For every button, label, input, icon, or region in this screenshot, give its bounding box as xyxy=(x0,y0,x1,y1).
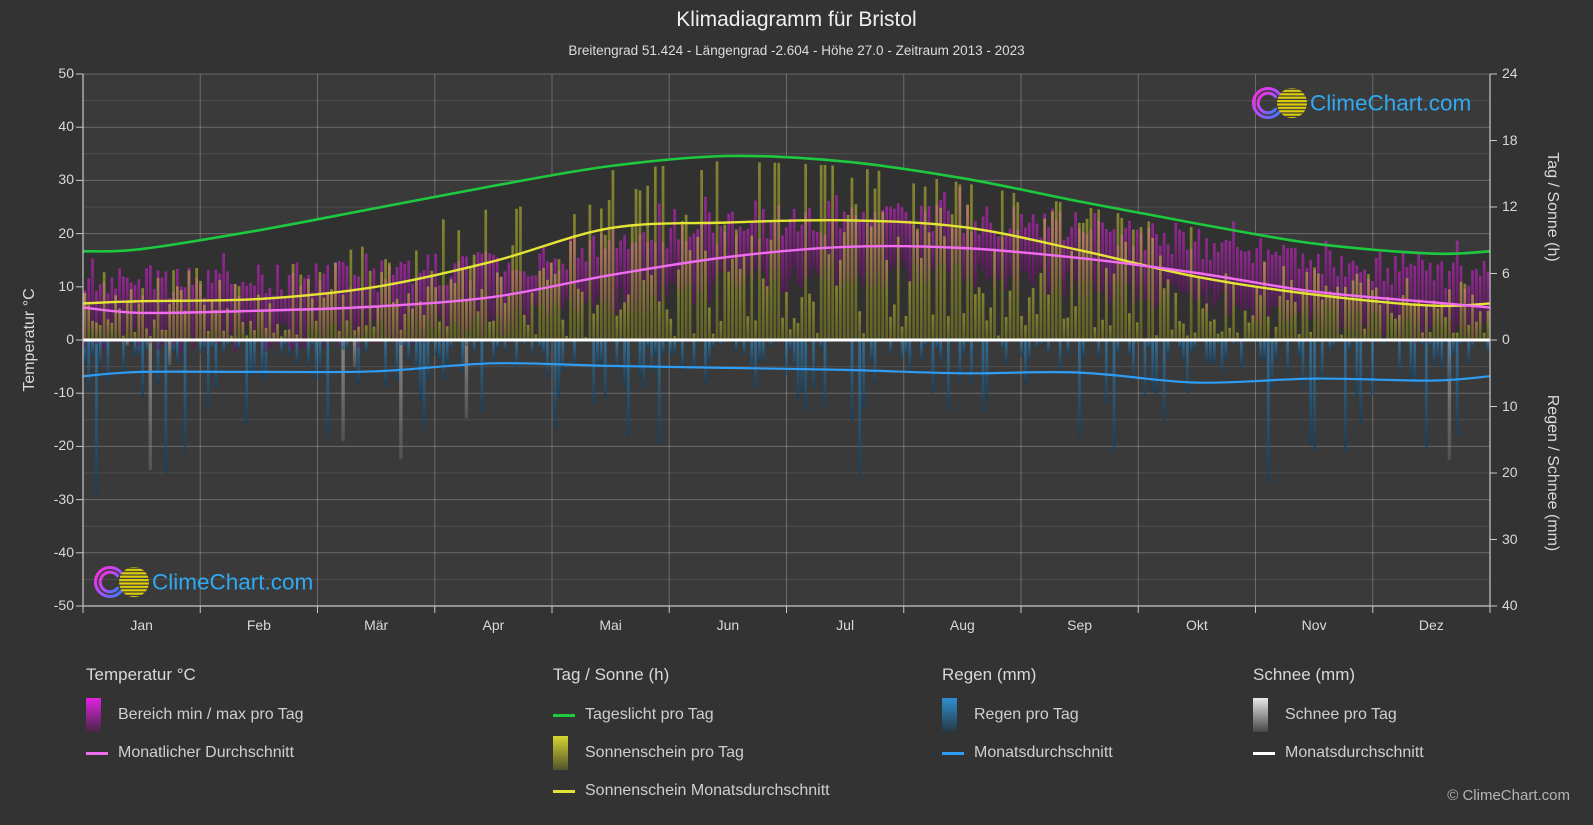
legend-swatch-line-pink-icon xyxy=(86,751,108,755)
legend-item-label: Regen pro Tag xyxy=(974,706,1079,723)
copyright-note: © ClimeChart.com xyxy=(1447,787,1570,804)
y-axis-sun-tick: 18 xyxy=(1502,131,1518,148)
legend-item: Monatsdurchschnitt xyxy=(942,734,1113,772)
legend-item-label: Bereich min / max pro Tag xyxy=(118,706,304,723)
x-axis-month-label: Jul xyxy=(836,617,855,633)
y-axis-temp-tick: -10 xyxy=(53,384,74,401)
x-axis-month-label: Apr xyxy=(482,617,505,633)
y-axis-sun-tick: 12 xyxy=(1502,198,1518,214)
legend-item: Sonnenschein pro Tag xyxy=(553,734,830,772)
legend-item: Monatsdurchschnitt xyxy=(1253,734,1424,772)
legend-item: Monatlicher Durchschnitt xyxy=(86,734,304,772)
page-title: Klimadiagramm für Bristol xyxy=(676,8,917,31)
legend-group-title: Tag / Sonne (h) xyxy=(553,665,670,684)
legend-swatch-bar-white-icon xyxy=(1253,698,1268,732)
y-axis-sun-tick: 24 xyxy=(1502,65,1518,81)
legend-item: Tageslicht pro Tag xyxy=(553,696,830,734)
legend-item: Regen pro Tag xyxy=(942,696,1113,734)
legend-item-label: Monatsdurchschnitt xyxy=(1285,744,1424,761)
y-axis-precip-tick: 20 xyxy=(1502,464,1518,480)
legend-item-label: Monatlicher Durchschnitt xyxy=(118,744,295,761)
legend-group-title: Schnee (mm) xyxy=(1253,665,1356,684)
x-axis-month-label: Jun xyxy=(716,617,740,633)
climechart-watermark-top-right: ClimeChart.com xyxy=(1252,83,1492,128)
logo-text: ClimeChart.com xyxy=(152,570,313,595)
x-axis-month-label: Mai xyxy=(599,617,622,633)
logo-sun-ball-icon xyxy=(119,567,149,597)
y-axis-precip-tick: 10 xyxy=(1502,397,1518,414)
y-axis-title-rain-snow: Regen / Schnee (mm) xyxy=(1544,394,1561,552)
y-axis-temp-tick: 10 xyxy=(58,277,74,294)
x-axis-month-label: Nov xyxy=(1301,617,1327,633)
legend-item-label: Monatsdurchschnitt xyxy=(974,744,1113,761)
legend-swatch-bar-blue-icon xyxy=(942,698,957,732)
y-axis-sun-tick: 6 xyxy=(1502,264,1510,281)
legend-swatch-line-blue-icon xyxy=(942,751,964,755)
logo-sun-ball-icon xyxy=(1277,88,1307,118)
y-axis-sun-tick: 0 xyxy=(1502,331,1510,347)
legend-swatch-bar-magenta-icon xyxy=(86,698,101,732)
legend-item: Schnee pro Tag xyxy=(1253,696,1424,734)
legend-item-label: Sonnenschein Monatsdurchschnitt xyxy=(585,782,830,799)
legend-item-label: Sonnenschein pro Tag xyxy=(585,744,744,761)
legend-item-label: Tageslicht pro Tag xyxy=(585,706,714,723)
legend-swatch-bar-yellow-icon xyxy=(553,736,568,770)
y-axis-temp-tick: -50 xyxy=(53,597,74,613)
y-axis-temp-tick: 50 xyxy=(58,65,74,81)
legend-swatch-line-yellow-icon xyxy=(553,789,575,793)
logo-c-rings-icon xyxy=(1252,86,1281,120)
legend-item: Bereich min / max pro Tag xyxy=(86,696,304,734)
legend-item: Sonnenschein Monatsdurchschnitt xyxy=(553,772,830,810)
logo-text: ClimeChart.com xyxy=(1310,91,1471,116)
y-axis-temp-tick: -30 xyxy=(53,490,74,507)
legend-swatch-line-green-icon xyxy=(553,713,575,717)
y-axis-temp-tick: -40 xyxy=(53,543,74,560)
y-axis-precip-tick: 30 xyxy=(1502,530,1518,547)
legend-group-title: Regen (mm) xyxy=(942,665,1037,684)
y-axis-temp-tick: 40 xyxy=(58,118,74,135)
logo-c-rings-icon xyxy=(94,565,123,599)
y-axis-temp-tick: -20 xyxy=(53,437,74,454)
y-axis-precip-tick: 40 xyxy=(1502,597,1518,613)
legend-group-title: Temperatur °C xyxy=(86,665,196,684)
legend-group-3: Regen (mm) Regen pro Tag Monatsdurchschnit… xyxy=(942,660,1113,772)
x-axis-month-label: Aug xyxy=(949,617,975,633)
legend-group-2: Tag / Sonne (h) Tageslicht pro Tag Sonnens… xyxy=(553,660,830,810)
legend-group-1: Temperatur °C Bereich min / max pro Tag Mo… xyxy=(86,660,304,772)
y-axis-title-day-sun: Tag / Sonne (h) xyxy=(1544,152,1561,262)
x-axis-month-label: Dez xyxy=(1418,617,1444,633)
y-axis-temp-tick: 30 xyxy=(58,171,74,188)
legend-item-label: Schnee pro Tag xyxy=(1285,706,1397,723)
x-axis-month-label: Mär xyxy=(364,617,389,633)
x-axis-month-label: Feb xyxy=(246,617,271,633)
legend-group-4: Schnee (mm) Schnee pro Tag Monatsdurchschn… xyxy=(1253,660,1424,772)
page-subtitle: Breitengrad 51.424 - Längengrad -2.604 -… xyxy=(568,43,1025,58)
x-axis-month-label: Jan xyxy=(130,617,153,633)
y-axis-temp-tick: 20 xyxy=(58,224,74,241)
x-axis-month-label: Okt xyxy=(1185,617,1208,633)
legend-swatch-line-white-icon xyxy=(1253,751,1275,755)
x-axis-month-label: Sep xyxy=(1067,617,1093,633)
y-axis-temp-tick: 0 xyxy=(66,331,74,347)
climechart-watermark-bottom-left: ClimeChart.com xyxy=(94,562,334,607)
